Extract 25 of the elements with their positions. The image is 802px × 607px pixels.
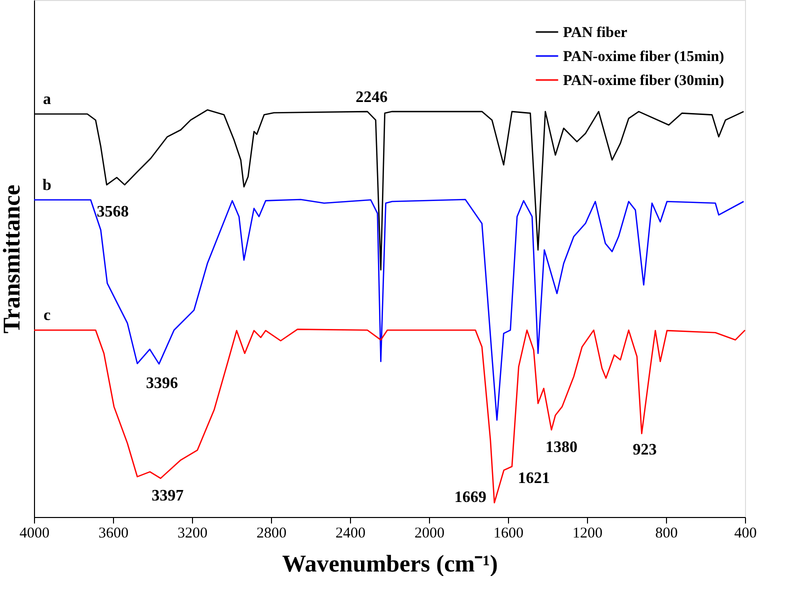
annotation: 2246: [356, 89, 388, 106]
x-tick-label: 400: [734, 526, 757, 542]
legend-label: PAN-oxime fiber (30min): [563, 73, 724, 89]
x-tick-label: 3600: [98, 526, 128, 542]
annotation: 923: [632, 442, 657, 459]
annotation: 3396: [146, 374, 178, 392]
annotation: b: [42, 176, 52, 194]
x-tick-label: 1200: [572, 526, 602, 542]
text: a: [43, 90, 51, 108]
x-tick-label: 800: [655, 526, 678, 542]
x-tick-label: 2400: [336, 526, 366, 542]
annotation: c: [43, 307, 51, 324]
x-tick-label: 2800: [256, 526, 286, 542]
x-tick-label: 4000: [20, 526, 50, 542]
annotation: 3397: [152, 487, 184, 504]
x-tick-label: 2000: [414, 526, 444, 542]
legend-label: PAN fiber: [563, 25, 628, 41]
x-tick-label: 1600: [494, 526, 524, 542]
annotation: 1669: [454, 488, 486, 506]
y-axis-title: Transmittance: [0, 184, 26, 334]
annotation: 3568: [96, 203, 129, 220]
annotation: 1621: [518, 470, 550, 488]
legend-label: PAN-oxime fiber (15min): [563, 49, 724, 65]
annotation: 1380: [545, 438, 578, 456]
x-tick-label: 3200: [178, 526, 208, 542]
